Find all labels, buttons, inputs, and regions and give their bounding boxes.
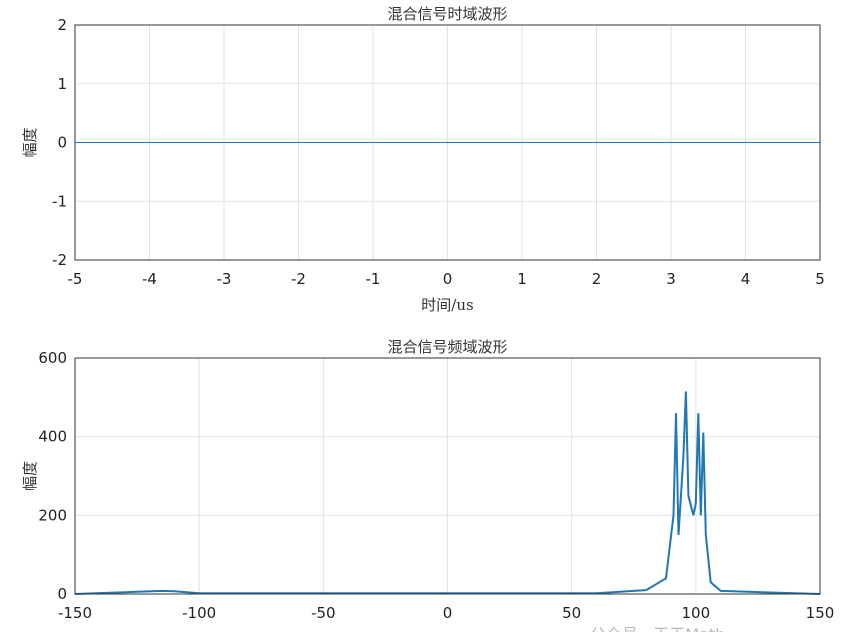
freq-chart-xtick-label: 0 <box>443 604 453 622</box>
freq-chart-ytick-label: 200 <box>38 506 67 524</box>
time-chart-ylabel: 幅度 <box>21 127 39 157</box>
time-chart-ytick-label: 2 <box>57 16 67 34</box>
freq-chart-xtick-label: 150 <box>806 604 835 622</box>
freq-chart-xtick-label: 100 <box>682 604 711 622</box>
time-chart-ytick-label: 0 <box>57 134 67 152</box>
freq-chart-xtick-label: -100 <box>182 604 216 622</box>
time-chart-ytick-label: -2 <box>52 251 67 269</box>
time-chart-xtick-label: 2 <box>592 270 602 288</box>
time-chart-xtick-label: -3 <box>217 270 232 288</box>
watermark: 公众号 · 天天Math <box>590 625 725 632</box>
freq-chart-ytick-label: 400 <box>38 428 67 446</box>
freq-chart-ylabel: 幅度 <box>21 461 39 491</box>
time-chart-ytick-label: -1 <box>52 192 67 210</box>
freq-chart-frame <box>74 357 821 595</box>
time-chart-xlabel: 时间/us <box>421 296 473 314</box>
time-chart-xtick-label: -1 <box>366 270 381 288</box>
freq-chart-ytick-label: 0 <box>57 585 67 603</box>
time-chart-xtick-label: 1 <box>517 270 527 288</box>
time-chart-xtick-label: -5 <box>68 270 83 288</box>
time-chart-xtick-label: 4 <box>741 270 751 288</box>
time-chart-title: 混合信号时域波形 <box>387 5 507 23</box>
freq-chart-xtick-label: 50 <box>562 604 581 622</box>
freq-chart-xtick-label: -50 <box>311 604 336 622</box>
time-chart-ytick-label: 1 <box>57 75 67 93</box>
freq-chart-title: 混合信号频域波形 <box>387 338 507 356</box>
spectrum-line <box>74 391 821 595</box>
time-chart-xtick-label: 3 <box>666 270 676 288</box>
time-chart-xtick-label: 5 <box>815 270 825 288</box>
time-chart-xtick-label: -4 <box>142 270 157 288</box>
freq-chart-ytick-label: 600 <box>38 349 67 367</box>
freq-chart-xtick-label: -150 <box>58 604 92 622</box>
time-chart-xtick-label: 0 <box>443 270 453 288</box>
time-chart-xtick-label: -2 <box>291 270 306 288</box>
time-chart-frame <box>74 24 821 261</box>
